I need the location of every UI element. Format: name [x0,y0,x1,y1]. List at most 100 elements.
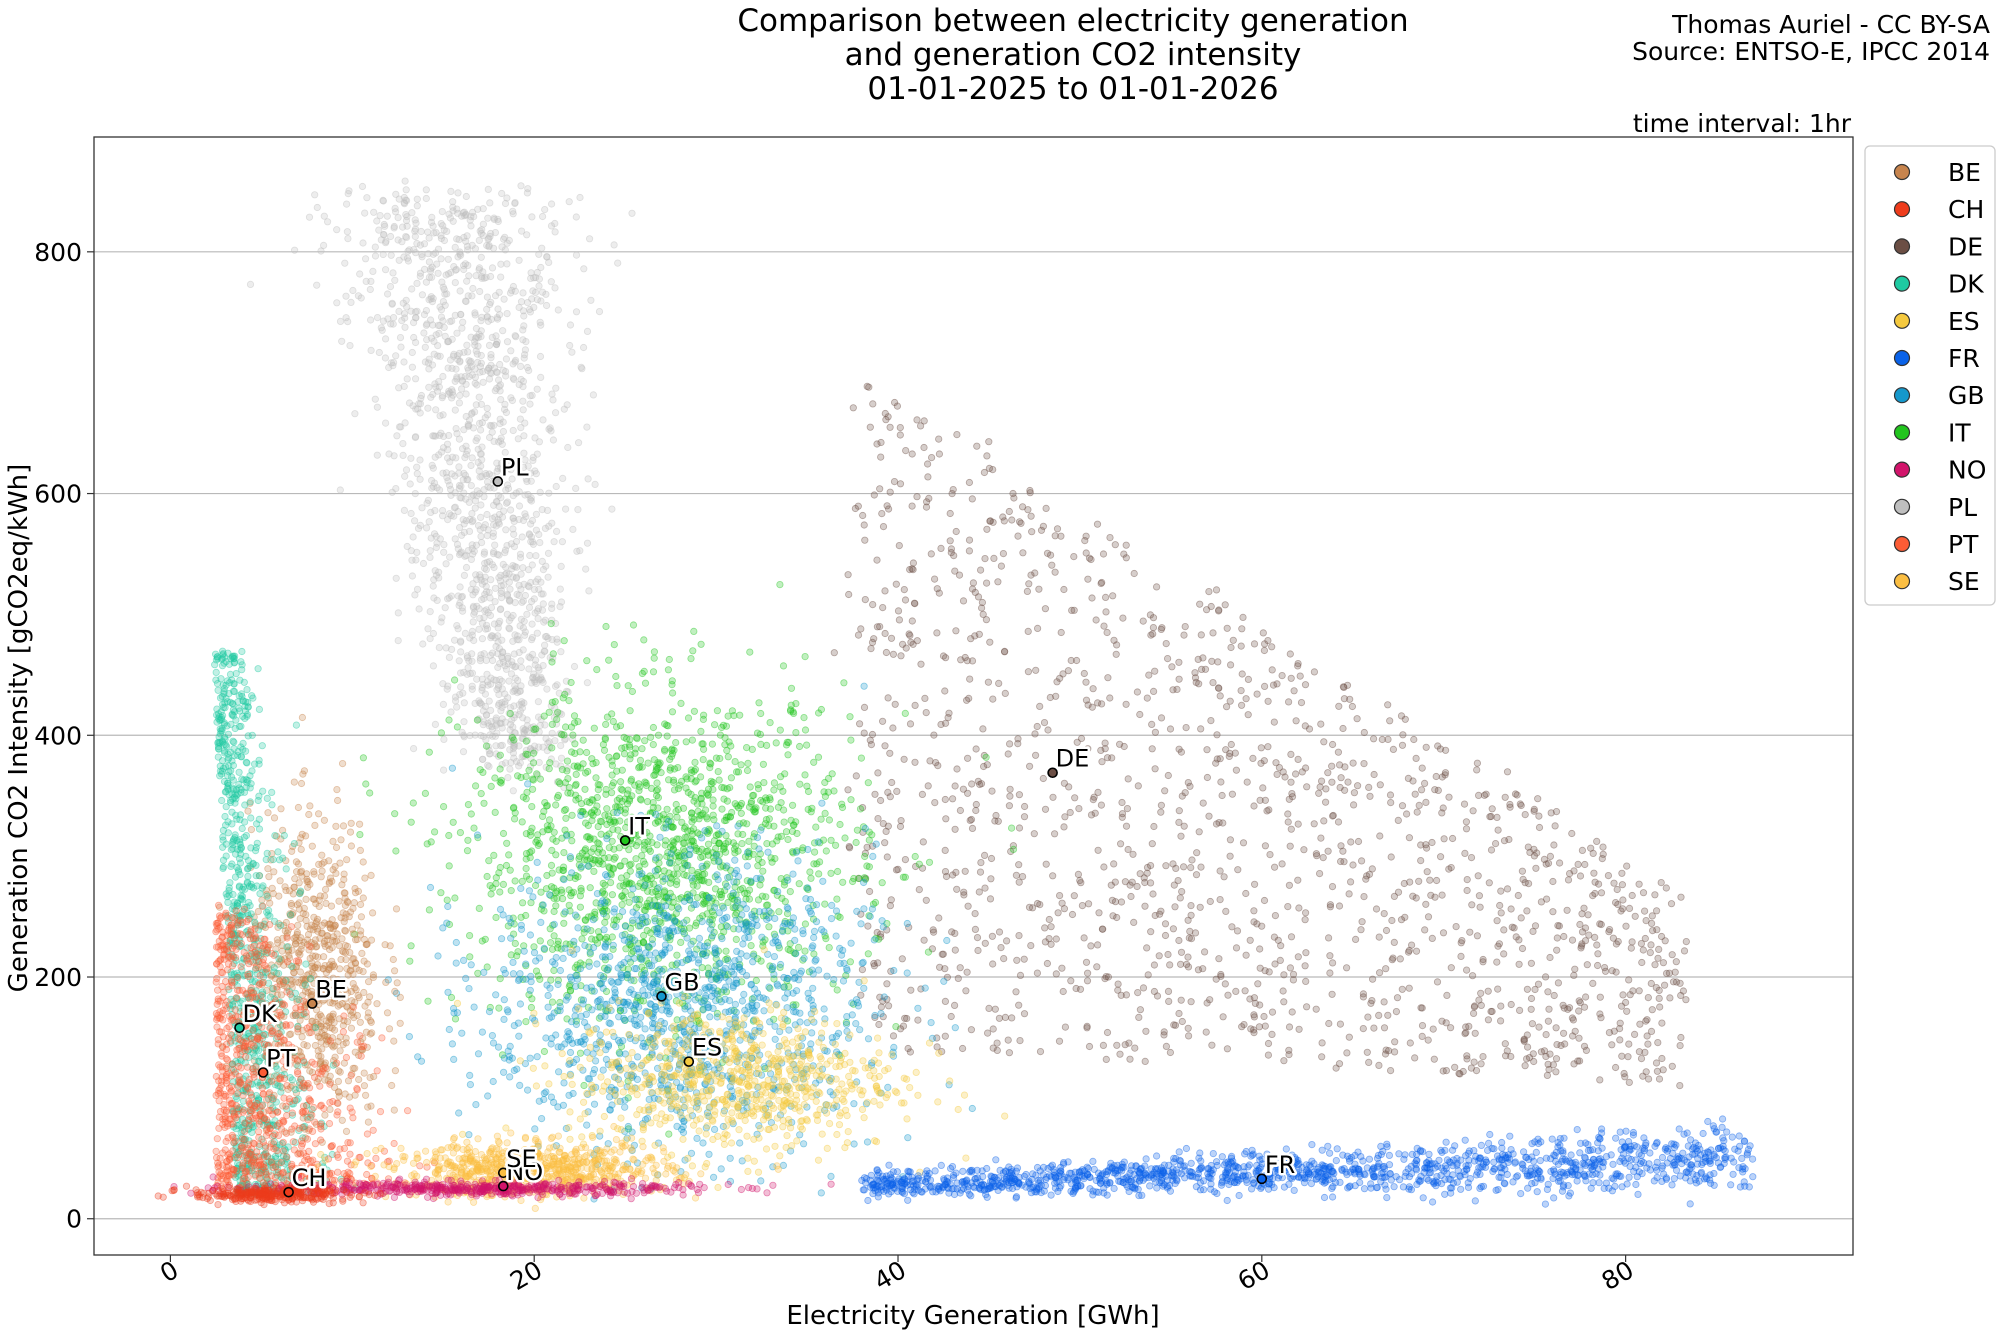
point [1166,998,1172,1004]
point [1654,1068,1660,1074]
point [1643,1018,1649,1024]
point [949,796,955,802]
point [1151,988,1157,994]
point [551,921,557,927]
point [520,327,526,333]
point [745,760,751,766]
point [1639,959,1645,965]
point [407,958,413,964]
point [1576,1058,1582,1064]
point [478,463,484,469]
point [426,749,432,755]
point [1061,824,1067,830]
point [1288,751,1294,757]
point [455,626,461,632]
point [702,828,708,834]
point [417,410,423,416]
point [901,756,907,762]
point [530,760,536,766]
point [393,575,399,581]
point [1108,882,1114,888]
point [1344,682,1350,688]
point [1631,1031,1637,1037]
point [431,829,437,835]
point [738,762,744,768]
point [438,619,444,625]
point [916,861,922,867]
point [427,548,433,554]
point [481,549,487,555]
point [982,885,988,891]
point [639,871,645,877]
point [461,266,467,272]
point [1598,890,1604,896]
point [575,718,581,724]
point [882,840,888,846]
point [1496,941,1502,947]
point [1620,897,1626,903]
point [541,713,547,719]
point [1265,1052,1271,1058]
point [528,598,534,604]
point [1089,595,1095,601]
point [709,741,715,747]
point [1203,1029,1209,1035]
point [1476,997,1482,1003]
point [1110,593,1116,599]
point [573,485,579,491]
series-pl-points [247,178,635,794]
point [1385,1048,1391,1054]
point [500,367,506,373]
point [507,507,513,513]
point [409,349,415,355]
point [390,314,396,320]
point [609,506,615,512]
point [1137,871,1143,877]
point [903,447,909,453]
point [650,741,656,747]
point [1295,756,1301,762]
point [1340,725,1346,731]
point [1590,850,1596,856]
point [1256,1024,1262,1030]
point [1545,989,1551,995]
point [401,359,407,365]
point [1021,814,1027,820]
point [616,845,622,851]
point [468,462,474,468]
point [1188,864,1194,870]
point [441,237,447,243]
point [380,251,386,257]
point [334,227,340,233]
point [750,851,756,857]
point [879,510,885,516]
point [984,1030,990,1036]
point [409,573,415,579]
point [462,454,468,460]
point [475,206,481,212]
point [875,770,881,776]
point [829,771,835,777]
point [977,567,983,573]
point [1042,806,1048,812]
point [534,386,540,392]
point [1471,1059,1477,1065]
point [1529,1021,1535,1027]
point [874,557,880,563]
point [986,1005,992,1011]
point [737,887,743,893]
point [478,502,484,508]
point [640,858,646,864]
point [942,1033,948,1039]
point [754,834,760,840]
point [848,797,854,803]
point [1251,641,1257,647]
x-axis-label: Electricity Generation [GWh] [786,1301,1159,1331]
point [586,799,592,805]
point [763,902,769,908]
point [1285,699,1291,705]
point [492,293,498,299]
point [724,924,730,930]
point [1156,911,1162,917]
point [480,756,486,762]
